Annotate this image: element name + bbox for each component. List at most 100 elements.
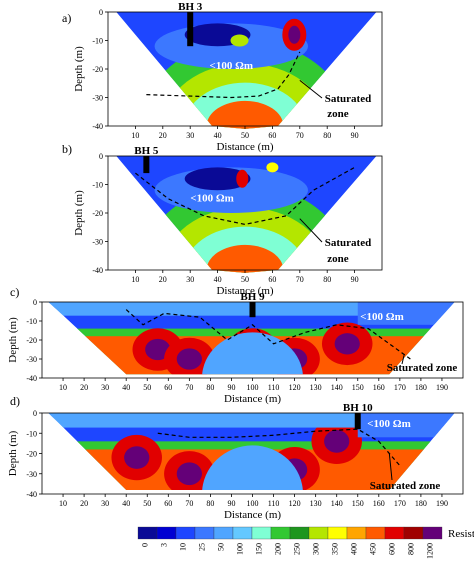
x-tick-label: 20: [159, 131, 167, 140]
x-tick-label: 140: [331, 499, 343, 508]
x-tick-label: 90: [351, 131, 359, 140]
x-tick-label: 50: [143, 383, 151, 392]
x-tick-label: 120: [289, 383, 301, 392]
panel-label: d): [10, 394, 20, 408]
colorbar-swatch: [346, 526, 367, 540]
colorbar-tick-label: 1200: [426, 543, 435, 559]
colorbar-swatch: [289, 526, 310, 540]
saturated-label: zone: [327, 253, 349, 265]
x-tick-label: 120: [289, 499, 301, 508]
y-tick-label: -30: [26, 470, 37, 479]
colorbar-tick-label: 3: [160, 543, 169, 547]
colorbar-tick-label: 25: [198, 543, 207, 551]
colorbar-tick-label: 600: [388, 543, 397, 555]
colorbar-tick-label: 10: [179, 543, 188, 551]
x-tick-label: 170: [394, 383, 406, 392]
colorbar-tick-label: 800: [407, 543, 416, 555]
x-tick-label: 190: [436, 383, 448, 392]
colorbar-swatch: [175, 526, 196, 540]
x-tick-label: 90: [227, 383, 235, 392]
x-tick-label: 80: [206, 499, 214, 508]
y-axis-label: Depth (m): [73, 46, 85, 92]
x-tick-label: 40: [214, 131, 222, 140]
x-tick-label: 150: [352, 499, 364, 508]
x-tick-label: 180: [415, 383, 427, 392]
high-res-anomaly: [230, 34, 249, 47]
colorbar-tick-label: 100: [236, 543, 245, 555]
borehole-label: BH 10: [343, 402, 373, 414]
x-tick-label: 20: [80, 383, 88, 392]
x-tick-label: 100: [247, 499, 259, 508]
y-tick-label: 0: [99, 8, 103, 17]
x-axis-label: Distance (m): [224, 509, 281, 521]
colorbar-swatch: [365, 526, 386, 540]
x-tick-label: 60: [268, 275, 276, 284]
high-res-anomaly: [176, 348, 202, 370]
colorbar-swatch: [232, 526, 253, 540]
x-tick-label: 110: [268, 383, 280, 392]
saturated-arrow: [299, 80, 323, 99]
colorbar-tick-label: 50: [217, 543, 226, 551]
x-tick-label: 100: [247, 383, 259, 392]
x-tick-label: 110: [268, 499, 280, 508]
saturated-label: Saturated zone: [387, 362, 458, 374]
colorbar-swatch: [194, 526, 215, 540]
x-tick-label: 70: [296, 275, 304, 284]
high-res-anomaly: [288, 25, 301, 44]
high-res-anomaly: [145, 338, 171, 361]
x-axis-label: Distance (m): [216, 285, 273, 297]
x-tick-label: 60: [164, 499, 172, 508]
colorbar-tick-label: 300: [312, 543, 321, 555]
colorbar: 0 3 10 25 50 100 150 200 250 300 350 400 450 600 800 12…: [137, 526, 474, 559]
high-res-anomaly: [236, 169, 249, 188]
x-tick-label: 170: [394, 499, 406, 508]
x-tick-label: 80: [206, 383, 214, 392]
low-res-zone: [201, 332, 304, 375]
y-tick-label: -20: [26, 336, 37, 345]
x-tick-label: 190: [436, 499, 448, 508]
saturated-label: Saturated zone: [370, 480, 441, 492]
x-tick-label: 70: [296, 131, 304, 140]
colorbar-swatch: [251, 526, 272, 540]
x-tick-label: 180: [415, 499, 427, 508]
colorbar-swatch: [327, 526, 348, 540]
panel-1: 10 20 30 40 50 60 70 80 90 0 -10 -20 -30 -40 Distance …: [62, 1, 383, 153]
low-resistivity-label: <100 Ωm: [190, 193, 234, 205]
x-tick-label: 70: [185, 499, 193, 508]
x-tick-label: 140: [331, 383, 343, 392]
colorbar-tick-label: 0: [141, 543, 150, 547]
panel-label: c): [10, 285, 19, 299]
borehole-marker: [143, 156, 150, 174]
panel-2: 10 20 30 40 50 60 70 80 90 0 -10 -20 -30 -40 Distance …: [62, 142, 383, 297]
high-res-anomaly: [334, 333, 360, 355]
x-tick-label: 30: [186, 275, 194, 284]
x-tick-label: 10: [131, 275, 139, 284]
x-tick-label: 160: [373, 383, 385, 392]
x-tick-label: 40: [214, 275, 222, 284]
x-tick-label: 130: [310, 383, 322, 392]
y-tick-label: 0: [33, 409, 37, 418]
borehole-marker: [354, 413, 361, 430]
low-resistivity-label: <100 Ωm: [360, 311, 404, 323]
x-tick-label: 40: [122, 383, 130, 392]
x-tick-label: 50: [241, 131, 249, 140]
y-tick-label: -10: [26, 317, 37, 326]
y-tick-label: -30: [92, 238, 103, 247]
colorbar-swatch: [403, 526, 424, 540]
x-axis-label: Distance (m): [224, 393, 281, 405]
high-res-anomaly: [266, 162, 279, 173]
x-tick-label: 10: [59, 499, 67, 508]
x-tick-label: 60: [268, 131, 276, 140]
low-resistivity-label: <100 Ωm: [367, 418, 411, 430]
y-tick-label: -30: [26, 355, 37, 364]
borehole-label: BH 9: [240, 291, 265, 303]
x-axis-label: Distance (m): [216, 141, 273, 153]
y-axis-label: Depth (m): [73, 190, 85, 236]
borehole-marker: [249, 302, 256, 318]
low-resistivity-label: <100 Ωm: [210, 60, 254, 72]
panel-label: a): [62, 11, 71, 25]
colorbar-tick-label: 150: [255, 543, 264, 555]
x-tick-label: 80: [323, 131, 331, 140]
y-tick-label: -30: [92, 94, 103, 103]
